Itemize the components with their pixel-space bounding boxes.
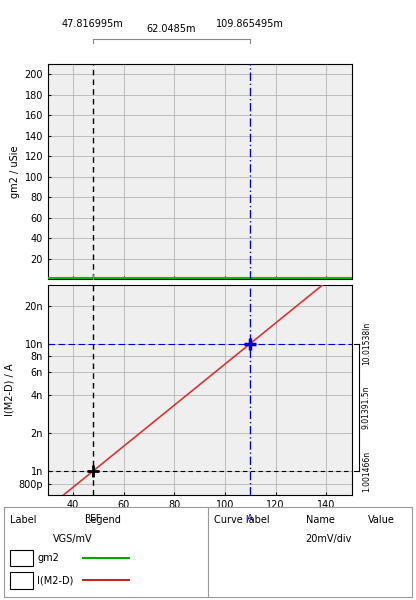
- Y-axis label: I(M2-D) / A: I(M2-D) / A: [4, 364, 14, 416]
- Text: Name: Name: [306, 515, 334, 525]
- Text: Legend: Legend: [85, 515, 121, 525]
- Text: 10.01538In: 10.01538In: [362, 322, 371, 365]
- Text: VGS/mV: VGS/mV: [53, 534, 93, 544]
- Text: 1.001466n: 1.001466n: [362, 451, 371, 492]
- Text: A: A: [247, 514, 253, 523]
- Y-axis label: gm2 / uSie: gm2 / uSie: [10, 145, 20, 198]
- Text: 109.865495m: 109.865495m: [216, 19, 284, 29]
- Text: REF: REF: [84, 514, 102, 523]
- Text: Value: Value: [368, 515, 395, 525]
- Text: Curve label: Curve label: [214, 515, 270, 525]
- Text: gm2: gm2: [37, 553, 59, 563]
- Text: 62.0485m: 62.0485m: [147, 24, 196, 34]
- Text: 9.01391.5n: 9.01391.5n: [362, 386, 371, 429]
- Text: 47.816995m: 47.816995m: [62, 19, 124, 29]
- Text: Label: Label: [10, 515, 37, 525]
- Text: 20mV/div: 20mV/div: [305, 534, 352, 544]
- Text: I(M2-D): I(M2-D): [37, 575, 74, 585]
